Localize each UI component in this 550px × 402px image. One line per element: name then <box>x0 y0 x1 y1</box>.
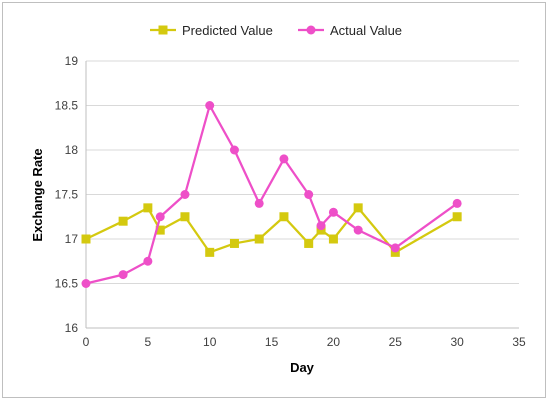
legend-item: Predicted Value <box>150 23 273 38</box>
data-point <box>279 154 289 164</box>
y-tick-label: 17 <box>65 232 79 246</box>
gridlines <box>86 60 519 329</box>
legend-marker <box>306 25 316 35</box>
data-point <box>390 243 400 253</box>
data-point <box>81 279 91 288</box>
data-point <box>205 101 215 110</box>
x-axis-title: Day <box>290 360 315 375</box>
data-point <box>155 225 165 235</box>
data-point <box>304 238 314 248</box>
y-tick-label: 18.5 <box>55 99 79 113</box>
data-point <box>452 198 462 208</box>
data-point <box>254 198 264 208</box>
data-point <box>118 270 128 280</box>
x-tick-label: 15 <box>265 335 279 349</box>
data-point <box>316 221 326 231</box>
y-tick-label: 16.5 <box>55 277 79 291</box>
data-point <box>205 247 215 257</box>
x-tick-label: 20 <box>327 335 341 349</box>
data-point <box>452 212 462 222</box>
y-tick-label: 17.5 <box>55 188 79 202</box>
x-tick-label: 0 <box>83 335 90 349</box>
data-point <box>143 256 153 266</box>
data-point <box>328 207 338 217</box>
legend-label: Predicted Value <box>182 23 273 38</box>
x-tick-label: 25 <box>389 335 403 349</box>
legend-item: Actual Value <box>298 23 402 38</box>
data-point <box>229 238 239 248</box>
series-line <box>85 206 458 254</box>
data-point <box>180 212 190 222</box>
data-point <box>279 212 289 222</box>
x-tick-label: 35 <box>512 335 526 349</box>
y-tick-label: 18 <box>65 143 79 157</box>
y-axis-title: Exchange Rate <box>30 148 45 241</box>
data-point <box>353 225 363 235</box>
x-tick-label: 30 <box>450 335 464 349</box>
data-point <box>353 203 363 213</box>
tick-labels: 16 16.5 17 17.5 18 18.5 19 0 5 10 15 20 25 30 35 <box>55 54 526 349</box>
legend-label: Actual Value <box>330 23 402 38</box>
series-layer <box>81 101 462 288</box>
y-tick-label: 19 <box>65 54 79 68</box>
series-actual <box>81 101 462 288</box>
data-point <box>118 216 128 226</box>
data-point <box>180 190 190 199</box>
legend-marker <box>158 25 168 35</box>
series-predicted <box>81 203 462 257</box>
data-point <box>81 234 91 244</box>
data-point <box>328 234 338 244</box>
data-point <box>155 212 165 222</box>
legend: Predicted Value Actual Value <box>150 23 402 38</box>
x-tick-label: 5 <box>145 335 152 349</box>
data-point <box>229 145 239 155</box>
data-point <box>304 190 314 199</box>
y-tick-label: 16 <box>65 321 79 335</box>
x-tick-label: 10 <box>203 335 217 349</box>
data-point <box>254 234 264 244</box>
data-point <box>143 203 153 213</box>
